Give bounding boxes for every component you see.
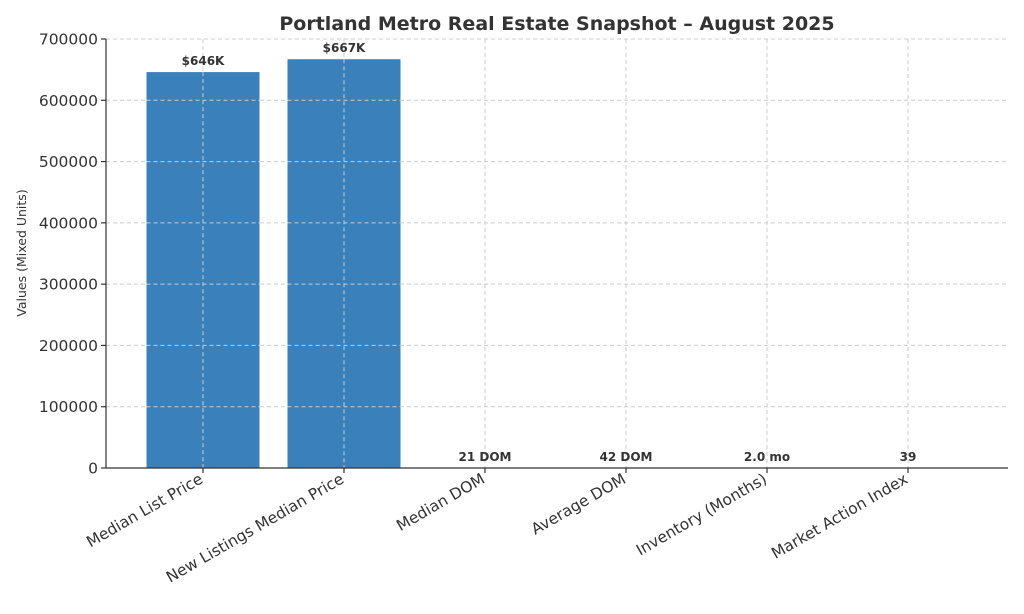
y-tick-label: 400000 xyxy=(39,214,98,232)
y-tick-label: 600000 xyxy=(39,92,98,110)
data-label: $667K xyxy=(323,41,366,55)
data-label: 21 DOM xyxy=(459,450,512,464)
bars-layer xyxy=(146,59,965,469)
x-tick-label: Average DOM xyxy=(528,470,629,539)
data-label: 42 DOM xyxy=(600,450,653,464)
data-label: $646K xyxy=(182,54,225,68)
data-label: 39 xyxy=(900,450,917,464)
data-label: 2.0 mo xyxy=(744,450,790,464)
y-tick-label: 100000 xyxy=(39,398,98,416)
y-tick-label: 0 xyxy=(88,460,98,478)
y-tick-label: 500000 xyxy=(39,153,98,171)
y-tick-label: 300000 xyxy=(39,276,98,294)
y-tick-label: 700000 xyxy=(39,31,98,49)
y-axis-label: Values (Mixed Units) xyxy=(14,189,29,316)
chart-title: Portland Metro Real Estate Snapshot – Au… xyxy=(279,13,834,35)
x-tick-label: Median List Price xyxy=(83,470,206,551)
axes-layer xyxy=(101,38,1008,473)
x-tick-label: Market Action Index xyxy=(768,470,911,563)
y-tick-label: 200000 xyxy=(39,337,98,355)
x-tick-label: Inventory (Months) xyxy=(633,470,770,559)
x-tick-label: Median DOM xyxy=(393,470,488,535)
